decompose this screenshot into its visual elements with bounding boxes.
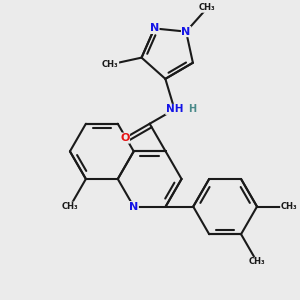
Text: CH₃: CH₃ [102,60,119,69]
Text: NH: NH [166,104,183,114]
Text: N: N [182,27,191,37]
Text: N: N [150,23,159,33]
Text: CH₃: CH₃ [249,257,265,266]
Text: N: N [129,202,138,212]
Text: CH₃: CH₃ [199,3,216,12]
Text: CH₃: CH₃ [61,202,78,211]
Text: O: O [120,133,130,143]
Text: H: H [188,104,196,114]
Text: CH₃: CH₃ [280,202,297,211]
